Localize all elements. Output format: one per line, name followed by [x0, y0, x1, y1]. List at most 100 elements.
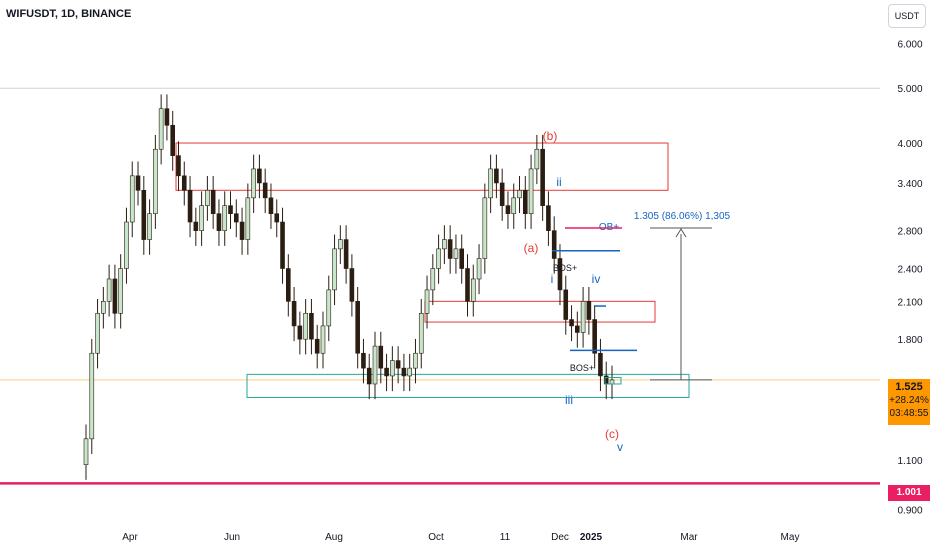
- measure-label: 1.305 (86.06%) 1,305: [634, 211, 731, 222]
- candle-body: [407, 367, 412, 377]
- candle-body: [534, 148, 540, 170]
- candle-body: [291, 301, 297, 327]
- candle-body: [418, 313, 424, 354]
- candle-body: [361, 352, 366, 369]
- currency-button[interactable]: USDT: [888, 4, 926, 28]
- candle-body: [222, 205, 228, 231]
- candle-body: [609, 379, 615, 385]
- supply-zone-mid: [424, 300, 656, 323]
- candle-body: [239, 221, 245, 240]
- candle-body: [89, 352, 95, 440]
- candles: [83, 94, 615, 480]
- symbol-label: WIFUSDT, 1D, BINANCE: [6, 8, 132, 20]
- candle-body: [557, 258, 563, 291]
- candle-body: [436, 248, 441, 269]
- time-tick-label: Dec: [551, 532, 569, 543]
- price-tick-label: 2.400: [897, 265, 922, 276]
- candle-body: [494, 168, 499, 184]
- price-tick-label: 3.400: [897, 179, 922, 190]
- candle-body: [563, 289, 569, 320]
- time-axis: Apr Jun Aug Oct 11 Dec 2025 Mar May: [122, 532, 799, 543]
- wave-label-i: i: [551, 272, 554, 286]
- candle-body: [181, 175, 187, 191]
- price-tick-label: 4.000: [897, 139, 922, 150]
- chart-grid: [0, 87, 880, 485]
- bos-label-2: BOS+: [570, 363, 594, 373]
- candle-body: [390, 360, 395, 377]
- small-demand-box: [604, 377, 622, 385]
- candle-body: [384, 367, 389, 377]
- candle-body: [141, 189, 147, 240]
- candle-body: [598, 352, 603, 377]
- wave-label-iv: iv: [592, 272, 601, 286]
- candle-body: [124, 221, 129, 269]
- candle-body: [511, 197, 517, 214]
- candle-body: [193, 221, 199, 231]
- candle-body: [199, 205, 204, 231]
- candle-body: [303, 313, 308, 340]
- candle-body: [522, 189, 528, 214]
- time-tick-label: Aug: [325, 532, 343, 543]
- candle-body: [297, 325, 303, 340]
- candle-body: [245, 197, 251, 240]
- candle-body: [551, 230, 557, 259]
- candle-body: [540, 148, 545, 206]
- time-tick-label: 2025: [580, 532, 603, 543]
- candle-body: [268, 197, 274, 214]
- time-tick-label: May: [781, 532, 800, 543]
- candle-body: [83, 438, 89, 465]
- candle-body: [488, 168, 493, 199]
- candle-body: [118, 268, 123, 314]
- wave-label-v: v: [617, 440, 623, 454]
- candle-body: [216, 213, 222, 231]
- candle-body: [280, 221, 285, 269]
- candle-body: [528, 168, 534, 214]
- candle-body: [106, 278, 112, 302]
- candle-body: [158, 108, 164, 150]
- wave-label-a: (a): [524, 241, 539, 255]
- price-change: +28.24%: [889, 395, 929, 406]
- candle-body: [101, 301, 106, 314]
- candle-body: [309, 313, 314, 340]
- candle-body: [378, 345, 384, 369]
- candle-body: [228, 205, 233, 214]
- wave-label-iii: iii: [565, 393, 573, 407]
- candle-body: [326, 289, 332, 327]
- current-price-tag: 1.525 +28.24% 03:48:55: [888, 379, 930, 425]
- candle-body: [176, 155, 181, 177]
- candle-body: [164, 108, 170, 126]
- price-tick-label: 6.000: [897, 39, 922, 50]
- price-tick-label: 1.100: [897, 456, 922, 467]
- time-tick-label: Mar: [680, 532, 698, 543]
- price-tick-label: 1.800: [897, 335, 922, 346]
- time-tick-label: 11: [500, 532, 511, 543]
- candle-body: [453, 248, 459, 259]
- candle-body: [575, 325, 580, 333]
- candle-body: [413, 352, 418, 369]
- candle-body: [95, 313, 100, 354]
- candle-body: [355, 301, 360, 354]
- candle-body: [569, 319, 574, 327]
- candle-body: [112, 278, 118, 314]
- candle-body: [401, 367, 407, 377]
- candle-body: [517, 189, 522, 199]
- candle-body: [251, 168, 256, 199]
- price-tick-label: 5.000: [897, 84, 922, 95]
- candle-body: [338, 239, 343, 250]
- candle-body: [129, 175, 135, 223]
- candle-body: [395, 360, 401, 369]
- candle-body: [442, 239, 447, 250]
- candle-body: [592, 319, 597, 354]
- demand-zone: [246, 373, 690, 398]
- candle-body: [314, 338, 320, 354]
- supply-zone-upper: [175, 142, 669, 191]
- candle-body: [257, 168, 262, 184]
- price-tick-label: 0.900: [897, 505, 922, 516]
- candle-body: [210, 189, 216, 214]
- wave-label-b: (b): [543, 129, 558, 143]
- candle-body: [233, 213, 239, 223]
- candle-body: [286, 268, 291, 302]
